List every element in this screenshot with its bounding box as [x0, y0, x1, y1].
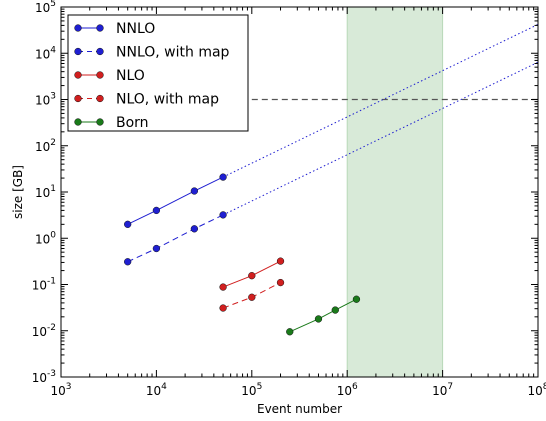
legend-label: NLO, with map	[116, 92, 219, 108]
y-tick-exponent: 4	[50, 45, 56, 55]
y-tick-exponent: 5	[50, 0, 56, 9]
x-axis-label: Event number	[257, 402, 342, 416]
data-point	[190, 225, 199, 233]
shaded-region	[347, 7, 443, 377]
legend-label: NNLO	[116, 21, 155, 37]
data-point	[124, 258, 132, 266]
x-tick-label: 103	[50, 382, 71, 398]
x-tick-label: 107	[432, 382, 453, 398]
y-tick-exponent: 2	[50, 138, 56, 148]
data-point	[276, 278, 285, 287]
data-point	[124, 220, 132, 228]
series-3	[219, 278, 285, 312]
shaded-region-layer	[346, 7, 444, 377]
legend-entry: NNLO	[74, 21, 155, 37]
legend-box	[67, 14, 249, 132]
series-2	[219, 257, 285, 291]
series-line	[289, 298, 357, 333]
y-tick-label: 103	[35, 92, 56, 108]
y-tick-exponent: -2	[47, 323, 56, 333]
y-tick-label: 10-3	[32, 369, 56, 385]
y-tick-label: 10-1	[32, 277, 56, 293]
x-tick-exponent: 5	[257, 382, 263, 392]
y-tick-label: 104	[35, 45, 56, 61]
y-tick-label: 10-2	[32, 323, 56, 339]
data-point	[152, 244, 161, 253]
legend-marker	[74, 118, 82, 126]
y-tick-exponent: -3	[47, 369, 56, 379]
x-tick-exponent: 4	[161, 382, 167, 392]
data-point	[352, 295, 361, 303]
y-tick-exponent: 1	[50, 184, 56, 194]
x-tick-exponent: 6	[352, 382, 358, 392]
x-tick-label: 106	[337, 382, 358, 398]
series-line	[127, 214, 224, 263]
legend-entry: Born	[74, 115, 149, 131]
legend-marker	[96, 118, 104, 126]
data-point	[219, 211, 227, 219]
x-tick-exponent: 8	[543, 382, 546, 392]
legend-marker	[96, 94, 104, 103]
legend-label: NNLO, with map	[116, 45, 230, 61]
legend: NNLO NNLO, with map NLO NLO, with map Born	[67, 14, 249, 132]
data-point	[152, 206, 161, 215]
x-tick-label: 105	[241, 382, 262, 398]
legend-marker	[74, 24, 82, 32]
x-tick-label: 108	[527, 382, 546, 398]
legend-label: NLO	[116, 68, 145, 84]
legend-entry: NLO, with map	[74, 92, 219, 108]
data-point	[248, 272, 256, 280]
legend-marker	[74, 71, 82, 79]
y-tick-exponent: 0	[50, 230, 56, 240]
y-axis-label: size [GB]	[11, 165, 25, 219]
legend-marker	[96, 47, 104, 56]
data-point	[314, 315, 323, 323]
series-layer	[124, 173, 361, 336]
data-point	[219, 283, 227, 291]
series-0	[124, 173, 227, 228]
legend-entry: NNLO, with map	[74, 45, 230, 61]
data-point	[276, 257, 285, 265]
data-point	[331, 306, 339, 314]
y-tick-label: 101	[35, 184, 56, 200]
x-tick-exponent: 7	[447, 382, 453, 392]
legend-marker	[74, 94, 82, 103]
data-point	[286, 328, 294, 336]
data-point	[219, 304, 227, 312]
legend-entry: NLO	[74, 68, 145, 84]
y-tick-label: 100	[35, 230, 56, 246]
series-1	[124, 211, 227, 266]
data-point	[248, 293, 256, 301]
y-tick-label: 105	[35, 0, 56, 15]
y-tick-exponent: -1	[47, 277, 56, 287]
series-4	[286, 295, 361, 336]
y-tick-label: 102	[35, 138, 56, 154]
legend-label: Born	[116, 115, 149, 131]
data-point	[190, 187, 199, 195]
legend-marker	[74, 47, 82, 56]
series-line	[127, 176, 224, 225]
data-point	[219, 173, 227, 181]
x-tick-exponent: 3	[66, 382, 72, 392]
legend-marker	[96, 71, 104, 79]
legend-marker	[96, 24, 104, 32]
y-tick-exponent: 3	[50, 92, 56, 102]
x-tick-label: 104	[146, 382, 167, 398]
